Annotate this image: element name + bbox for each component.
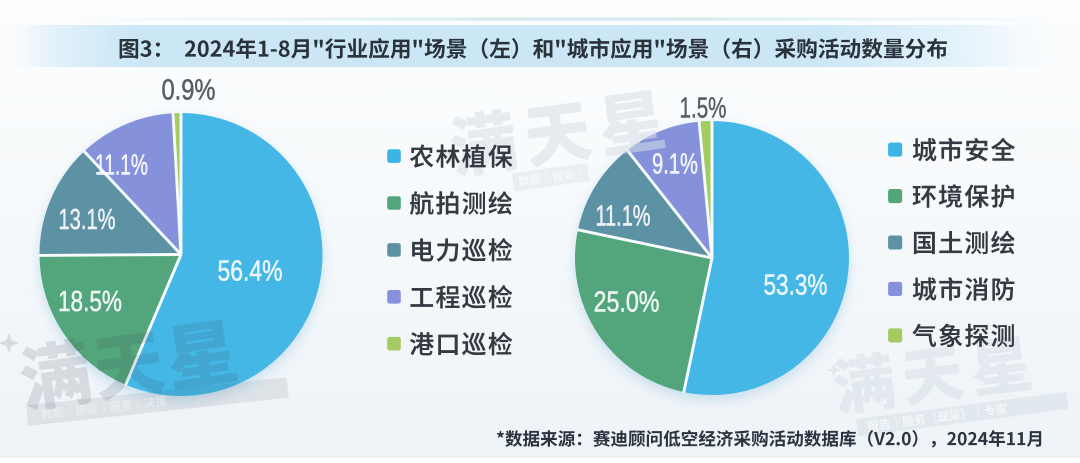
svg-text:11.1%: 11.1% — [596, 201, 651, 233]
svg-text:53.3%: 53.3% — [764, 270, 828, 302]
svg-text:0.9%: 0.9% — [162, 75, 216, 107]
svg-text:56.4%: 56.4% — [218, 256, 283, 288]
svg-text:13.1%: 13.1% — [59, 204, 116, 236]
svg-text:18.5%: 18.5% — [58, 286, 122, 318]
svg-text:11.1%: 11.1% — [95, 150, 148, 182]
svg-text:1.5%: 1.5% — [680, 93, 727, 125]
svg-text:9.1%: 9.1% — [652, 149, 698, 181]
svg-text:25.0%: 25.0% — [594, 287, 660, 319]
